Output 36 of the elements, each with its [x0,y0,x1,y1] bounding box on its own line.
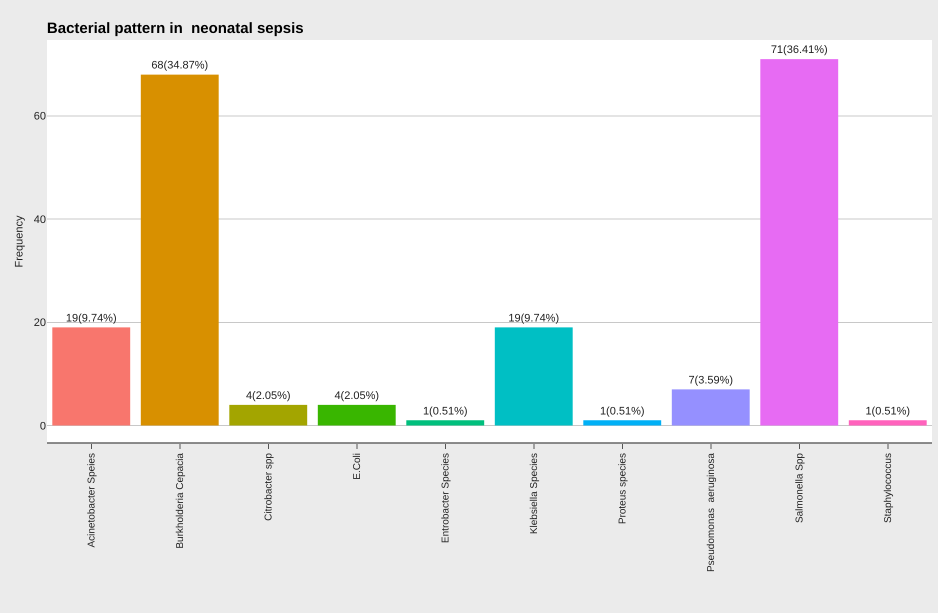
data-label: 4(2.05%) [246,390,291,402]
bar [494,327,573,426]
bar [583,420,662,426]
data-label: 1(0.51%) [422,405,468,418]
bar [318,404,396,426]
bar [760,59,838,426]
bar [848,420,927,426]
data-label: 4(2.05%) [334,390,380,402]
bar [52,327,130,426]
bar [229,404,308,426]
x-tick-label: Burkholderia Cepacia [175,452,186,549]
data-label: 19(9.74%) [66,312,117,324]
chart-title: Bacterial pattern in neonatal sepsis [46,20,304,37]
data-label: 19(9.74%) [508,312,560,324]
x-tick-label: Klebsiella Species [529,453,540,534]
y-tick-label: 0 [40,420,46,432]
y-axis-title: Frequency [13,215,26,268]
bar [406,420,484,426]
bar [672,389,750,426]
data-label: 71(36.41%) [770,44,828,56]
x-tick-label: Pseudomonas aeruginosa [706,452,717,572]
y-tick-label: 20 [34,317,46,330]
bar [140,74,219,426]
data-label: 1(0.51%) [865,405,910,418]
data-label: 1(0.51%) [600,405,645,418]
x-tick-label: Proteus species [618,453,628,524]
x-tick-label: Salmonella Spp [794,452,806,524]
x-tick-label: Citrobacter spp [264,452,274,521]
x-tick-label: E.Coli [352,453,363,480]
x-tick-label: Acinetobacter Speies [86,453,98,548]
y-tick-label: 40 [34,214,46,226]
data-label: 7(3.59%) [688,374,734,386]
data-label: 68(34.87%) [151,60,208,72]
y-tick-label: 60 [34,110,46,123]
x-tick-label: Entrobacter Species [440,453,452,544]
x-tick-label: Staphylococcus [883,453,894,524]
